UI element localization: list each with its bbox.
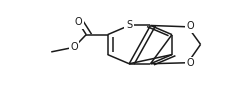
Text: O: O bbox=[74, 17, 82, 27]
Text: O: O bbox=[70, 42, 78, 52]
Text: O: O bbox=[186, 21, 194, 31]
Text: S: S bbox=[126, 21, 132, 30]
Text: O: O bbox=[186, 58, 194, 68]
